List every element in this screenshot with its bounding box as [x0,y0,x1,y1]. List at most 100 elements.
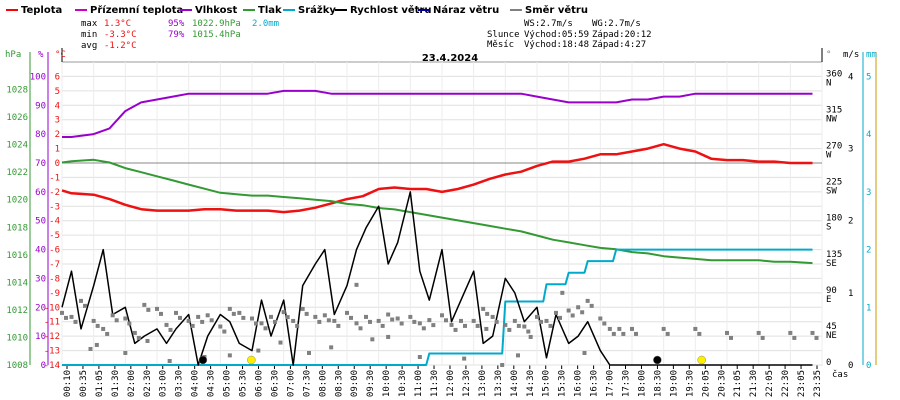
degc-tick-label: 1 [55,145,60,155]
time-tick-label: 11:00 [414,370,424,397]
wind-dir-point [444,318,448,323]
dir-tick-name: E [826,295,831,305]
time-tick-label: 17:00 [606,370,616,397]
legend: Teplota Přízemní teplota Vlhkost Tlak Srážky… [6,4,588,16]
rain-line [62,248,813,366]
wind-dir-point [79,298,83,303]
wind_speed-line [61,191,813,366]
sunset-marker [697,355,706,365]
dir-tick-label: 0 [826,358,831,368]
wind-dir-point [539,319,543,324]
mm-tick-label: 1 [866,303,871,313]
degc-tick-label: 5 [55,87,60,97]
degc-tick-label: -1 [49,173,60,183]
degc-tick-label: -8 [49,274,60,284]
dir-tick-label: 90 [826,286,837,296]
mm-tick-label: 5 [866,72,871,82]
wind-dir-point [291,318,296,323]
time-tick-label: 01:30 [111,370,121,397]
wind-dir-point [196,314,201,319]
degc-tick-label: -3 [49,202,60,212]
wind-dir-point [792,335,797,340]
wind-dir-point [526,329,531,334]
time-tick-label: 02:00 [127,370,137,397]
wind-dir-point [250,316,254,321]
wind-dir-point [421,326,426,331]
wind-dir-point [263,326,268,331]
time-tick-label: 23:05 [797,370,807,397]
wind-dir-point [661,326,666,331]
pct-unit-label: % [38,50,44,60]
wind-dir-point [507,327,512,332]
wind-dir-point [463,323,467,328]
wind-dir-point [64,315,68,320]
time-tick-label: 14:00 [510,370,520,397]
time-tick-label: 19:00 [669,370,679,397]
wind-dir-point [142,302,147,307]
degc-tick-label: 0 [55,159,60,169]
legend-label: Rychlost větru [350,4,431,16]
wind-dir-point [630,326,634,331]
wind-dir-point [123,350,128,355]
mm-tick-label: 2 [866,246,871,256]
wind-dir-point [417,354,422,359]
wind-dir-point [582,350,587,355]
degc-tick-label: -10 [44,303,60,313]
time-tick-label: 05:30 [239,370,249,397]
wind-dir-point [368,319,372,324]
wind-dir-point [227,306,232,311]
wind-dir-point [760,335,765,340]
wind-dir-point [481,306,486,311]
wind-dir-point [528,334,533,339]
wind-dir-point [200,319,205,324]
pct-tick-label: 20 [35,303,46,313]
time-tick-label: 22:30 [781,370,791,397]
wind-dir-point [399,321,404,326]
wind-dir-point [490,314,495,319]
wind-dir-point [560,290,565,295]
wind-dir-point [136,335,141,340]
wind-dir-point [485,311,490,316]
degc-tick-label: -12 [44,332,60,342]
dir-tick-name: S [826,223,831,233]
legend-label: Srážky [298,4,336,16]
dir-tick-name: W [826,151,832,161]
time-tick-label: 20:05 [701,370,711,397]
pct-tick-label: 40 [35,246,46,256]
wind-dir-point [427,318,432,323]
time-tick-label: 06:30 [270,370,280,397]
pct-tick-label: 10 [35,332,46,342]
legend-label: Přízemní teplota [90,4,183,16]
time-tick-label: 21:30 [749,370,759,397]
degc-tick-label: 3 [55,116,60,126]
wind-dir-point [101,326,106,331]
wind-dir-point [814,335,819,340]
wind-dir-point [273,319,277,324]
time-tick-label: 18:00 [637,370,647,397]
humidity-line [62,89,813,138]
dir-tick-label: 270 [826,142,842,152]
wind-dir-point [449,322,454,327]
legend-label: Teplota [21,5,62,16]
legend-label: Směr větru [525,4,588,16]
wind-dir-point [585,298,590,303]
time-unit-label: čas [832,369,848,380]
stats-value: 79% [168,30,185,40]
wind-dir-point [548,323,553,328]
sunrise-marker [247,355,256,365]
time-tick-label: 14:30 [526,370,536,397]
stats-label: min [81,30,97,40]
wind-dir-point [95,323,100,328]
wind-dir-point [127,321,132,326]
time-tick-label: 05:00 [223,370,233,397]
wind-dir-point [729,335,733,340]
stats-value: 1.3°C [104,19,131,29]
wind-dir-point [376,318,381,323]
wind-dir-point [60,310,64,315]
time-tick-label: 13:00 [478,370,488,397]
wind-dir-point [209,318,214,323]
time-tick-label: 01:05 [95,370,105,397]
wind-dir-point [408,314,413,319]
hpa-tick-label: 1026 [6,113,28,123]
